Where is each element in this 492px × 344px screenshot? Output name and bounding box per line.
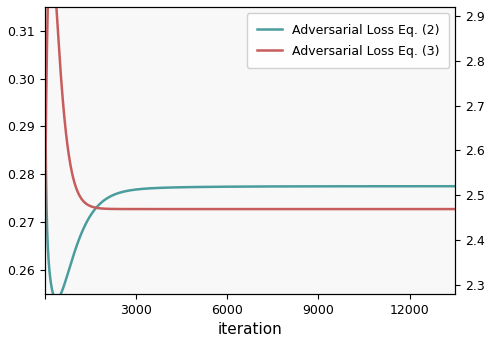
- Line: Adversarial Loss Eq. (2): Adversarial Loss Eq. (2): [45, 0, 456, 299]
- Adversarial Loss Eq. (2): [366, 184, 371, 188]
- Adversarial Loss Eq. (2): [63, 278, 69, 282]
- Adversarial Loss Eq. (3): [231, 207, 237, 211]
- Adversarial Loss Eq. (3): [242, 207, 247, 211]
- Line: Adversarial Loss Eq. (3): Adversarial Loss Eq. (3): [45, 0, 456, 283]
- Adversarial Loss Eq. (3): [63, 129, 69, 133]
- Adversarial Loss Eq. (2): [54, 297, 60, 301]
- Adversarial Loss Eq. (2): [231, 185, 237, 189]
- Adversarial Loss Eq. (3): [441, 207, 447, 211]
- Adversarial Loss Eq. (2): [453, 184, 459, 188]
- Adversarial Loss Eq. (2): [441, 184, 447, 188]
- Adversarial Loss Eq. (3): [440, 207, 446, 211]
- Adversarial Loss Eq. (2): [242, 184, 247, 189]
- Adversarial Loss Eq. (2): [440, 184, 446, 188]
- Adversarial Loss Eq. (3): [42, 281, 48, 285]
- X-axis label: iteration: iteration: [217, 322, 282, 337]
- Legend: Adversarial Loss Eq. (2), Adversarial Loss Eq. (3): Adversarial Loss Eq. (2), Adversarial Lo…: [246, 13, 449, 68]
- Adversarial Loss Eq. (3): [453, 207, 459, 211]
- Adversarial Loss Eq. (3): [366, 207, 371, 211]
